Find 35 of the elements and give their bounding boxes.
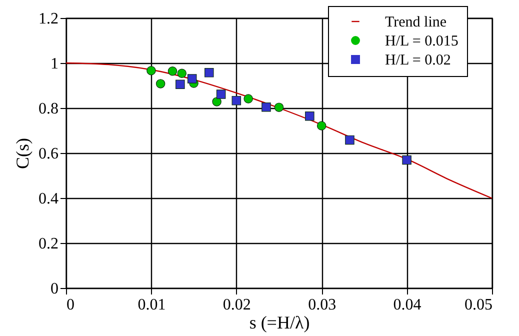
point (274, 102, 284, 112)
y-axis-title: C(s) (12, 138, 32, 169)
point (345, 135, 354, 145)
point (177, 68, 186, 78)
y-tick-label: 1.2 (38, 10, 58, 28)
point (187, 74, 197, 84)
point (156, 79, 166, 88)
point (146, 66, 156, 76)
point (262, 102, 271, 112)
point (305, 111, 314, 121)
x-tick-label: 0.02 (222, 296, 251, 314)
point (402, 155, 412, 165)
x-axis-title: s (=H/λ) (249, 312, 310, 332)
y-tick-label: 0.8 (38, 100, 58, 118)
y-tick-label: 1 (50, 56, 58, 72)
point (216, 90, 226, 99)
y-tick-label: 0 (50, 280, 58, 298)
x-tick-label: 0.04 (393, 296, 422, 314)
point (212, 97, 222, 106)
point (316, 121, 326, 130)
x-tick-label: 0 (66, 296, 74, 314)
x-tick-label: 0.01 (138, 296, 166, 314)
y-tick-label: 0.6 (38, 146, 58, 162)
point (204, 68, 214, 78)
legend-label: H/L = 0.02 (385, 52, 451, 68)
x-tick-label: 0.03 (308, 296, 336, 314)
point (232, 96, 242, 106)
x-tick-label: 0.05 (464, 296, 492, 314)
legend-label: Trend line (385, 14, 447, 30)
legend-label: H/L = 0.015 (385, 34, 458, 50)
point (168, 66, 178, 76)
y-tick-label: 0.4 (38, 190, 58, 208)
y-tick-label: 0.2 (38, 236, 58, 252)
point (244, 94, 253, 104)
point (176, 80, 185, 90)
